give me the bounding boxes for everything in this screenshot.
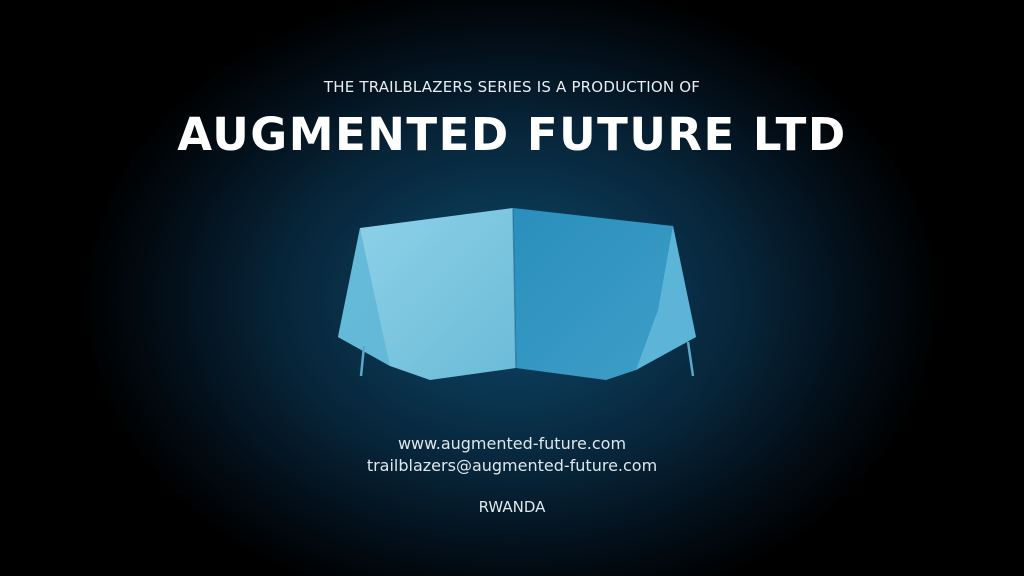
logo-left-edge	[338, 228, 390, 366]
email-text: trailblazers@augmented-future.com	[366, 456, 658, 475]
logo-left-leg	[359, 345, 366, 377]
company-title: AUGMENTED FUTURE LTD	[177, 108, 847, 161]
contact-block: www.augmented-future.com trailblazers@au…	[0, 433, 1024, 477]
headset-logo-icon	[338, 207, 696, 380]
logo-right-facet	[636, 226, 696, 370]
website-text: www.augmented-future.com	[397, 434, 627, 453]
logo-right-leg	[686, 341, 695, 377]
country-text: RWANDA	[478, 498, 546, 516]
production-credit-subtitle: THE TRAILBLAZERS SERIES IS A PRODUCTION …	[323, 78, 701, 96]
